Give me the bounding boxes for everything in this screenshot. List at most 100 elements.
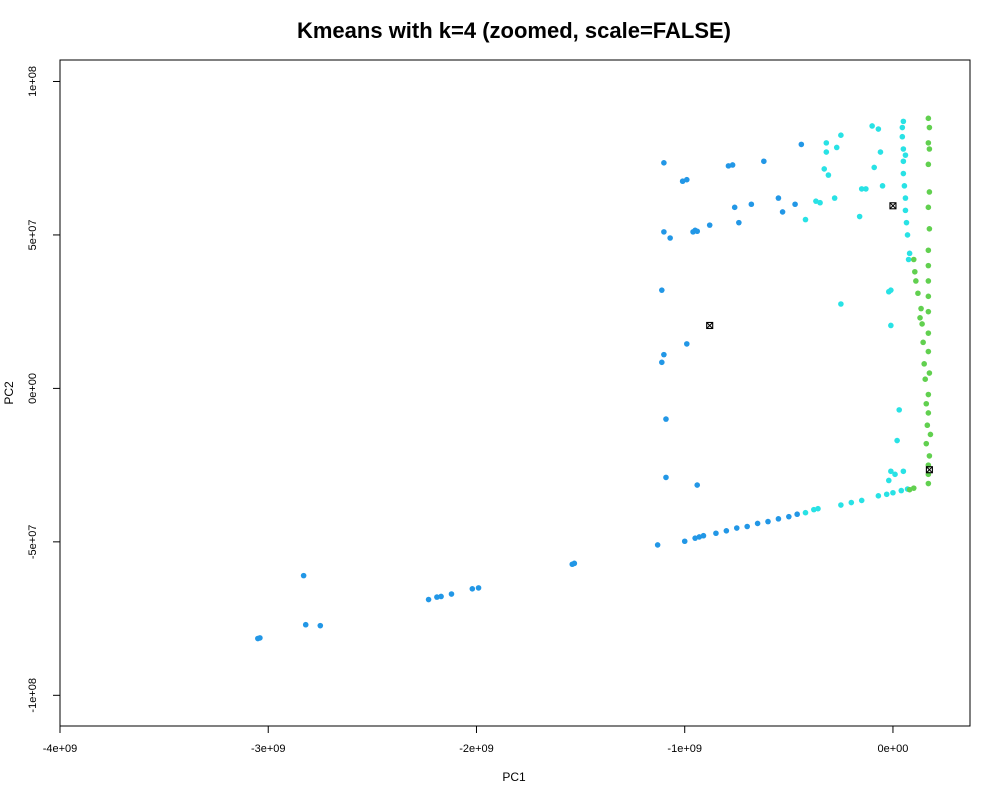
cluster-center-marker xyxy=(889,202,897,210)
data-point xyxy=(923,440,930,447)
x-tick-label: 0e+00 xyxy=(877,743,908,755)
cluster-center-marker xyxy=(925,466,933,474)
y-tick-label: -5e+07 xyxy=(27,525,39,560)
data-point xyxy=(683,341,690,347)
data-point xyxy=(925,278,932,284)
data-point xyxy=(899,133,906,140)
data-point xyxy=(927,431,934,438)
data-point xyxy=(925,161,932,168)
data-point xyxy=(448,591,455,597)
data-point xyxy=(725,163,732,169)
data-point xyxy=(661,351,667,358)
data-point xyxy=(794,511,800,518)
data-point xyxy=(920,339,926,346)
data-point xyxy=(838,132,844,138)
y-axis-label: PC2 xyxy=(2,381,16,405)
data-point xyxy=(694,482,701,488)
data-point xyxy=(902,152,909,158)
data-point xyxy=(923,400,930,407)
data-point xyxy=(317,622,324,629)
data-point xyxy=(731,204,738,211)
data-point xyxy=(926,189,933,195)
data-point xyxy=(921,361,927,367)
data-point xyxy=(694,228,701,235)
data-point xyxy=(917,315,923,321)
data-point xyxy=(906,250,913,257)
y-axis: -1e+08 -5e+07 0e+00 5e+07 1e+08 xyxy=(27,66,61,713)
data-point xyxy=(257,635,263,641)
data-point xyxy=(900,468,907,475)
data-point xyxy=(890,489,896,496)
data-point xyxy=(706,222,713,228)
data-point xyxy=(681,538,688,545)
data-point xyxy=(434,594,440,600)
data-point xyxy=(869,123,875,129)
data-point xyxy=(912,268,918,275)
data-point xyxy=(898,487,905,494)
data-point xyxy=(900,146,907,152)
data-point xyxy=(896,407,902,413)
plot-area-frame xyxy=(59,59,971,727)
chart-title: Kmeans with k=4 (zoomed, scale=FALSE) xyxy=(297,18,731,43)
data-point xyxy=(900,118,907,125)
data-point xyxy=(863,186,869,192)
data-point xyxy=(899,124,906,131)
data-point xyxy=(823,149,830,155)
data-point xyxy=(904,232,911,238)
data-point xyxy=(871,164,878,171)
data-point xyxy=(736,219,742,226)
data-point xyxy=(300,572,307,579)
data-point xyxy=(922,376,929,382)
data-point xyxy=(879,183,886,189)
data-point xyxy=(902,195,909,201)
data-point xyxy=(901,183,908,189)
data-point xyxy=(856,213,863,220)
data-point xyxy=(925,247,932,254)
x-tick-label: -2e+09 xyxy=(459,743,494,755)
data-point xyxy=(915,290,921,297)
data-point xyxy=(779,209,786,215)
data-point xyxy=(821,166,828,172)
data-point xyxy=(875,493,882,499)
data-point xyxy=(802,509,809,516)
data-point xyxy=(905,256,912,263)
data-point xyxy=(825,172,832,178)
data-point xyxy=(903,219,910,226)
data-point xyxy=(910,256,917,263)
data-point xyxy=(792,201,798,208)
data-point xyxy=(888,287,894,293)
data-point xyxy=(926,453,933,459)
y-tick-label: -1e+08 xyxy=(27,678,39,713)
data-point xyxy=(925,308,932,315)
data-point xyxy=(775,195,782,201)
data-point xyxy=(661,229,667,235)
data-point xyxy=(475,585,482,591)
x-tick-label: -1e+09 xyxy=(667,743,702,755)
data-point xyxy=(765,518,771,525)
data-point xyxy=(754,520,761,527)
data-point xyxy=(885,477,892,484)
data-point xyxy=(888,322,894,329)
data-point xyxy=(786,513,792,520)
data-point xyxy=(823,140,830,146)
data-point xyxy=(902,207,909,214)
x-tick-label: -3e+09 xyxy=(251,743,286,755)
data-point xyxy=(925,262,932,269)
data-point xyxy=(900,158,907,165)
data-point xyxy=(877,149,884,155)
data-point xyxy=(892,471,898,478)
data-point xyxy=(571,560,578,567)
data-point xyxy=(900,170,907,177)
x-axis: -4e+09 -3e+09 -2e+09 -1e+09 0e+00 xyxy=(43,725,908,755)
data-point xyxy=(858,497,865,504)
data-point xyxy=(925,480,932,487)
data-point xyxy=(667,235,673,241)
data-point xyxy=(659,359,665,366)
data-point xyxy=(918,305,924,312)
data-point xyxy=(925,293,932,300)
data-point xyxy=(302,621,309,628)
data-point xyxy=(661,160,667,166)
data-point xyxy=(926,370,933,376)
data-point xyxy=(925,391,932,398)
data-point xyxy=(815,505,821,512)
